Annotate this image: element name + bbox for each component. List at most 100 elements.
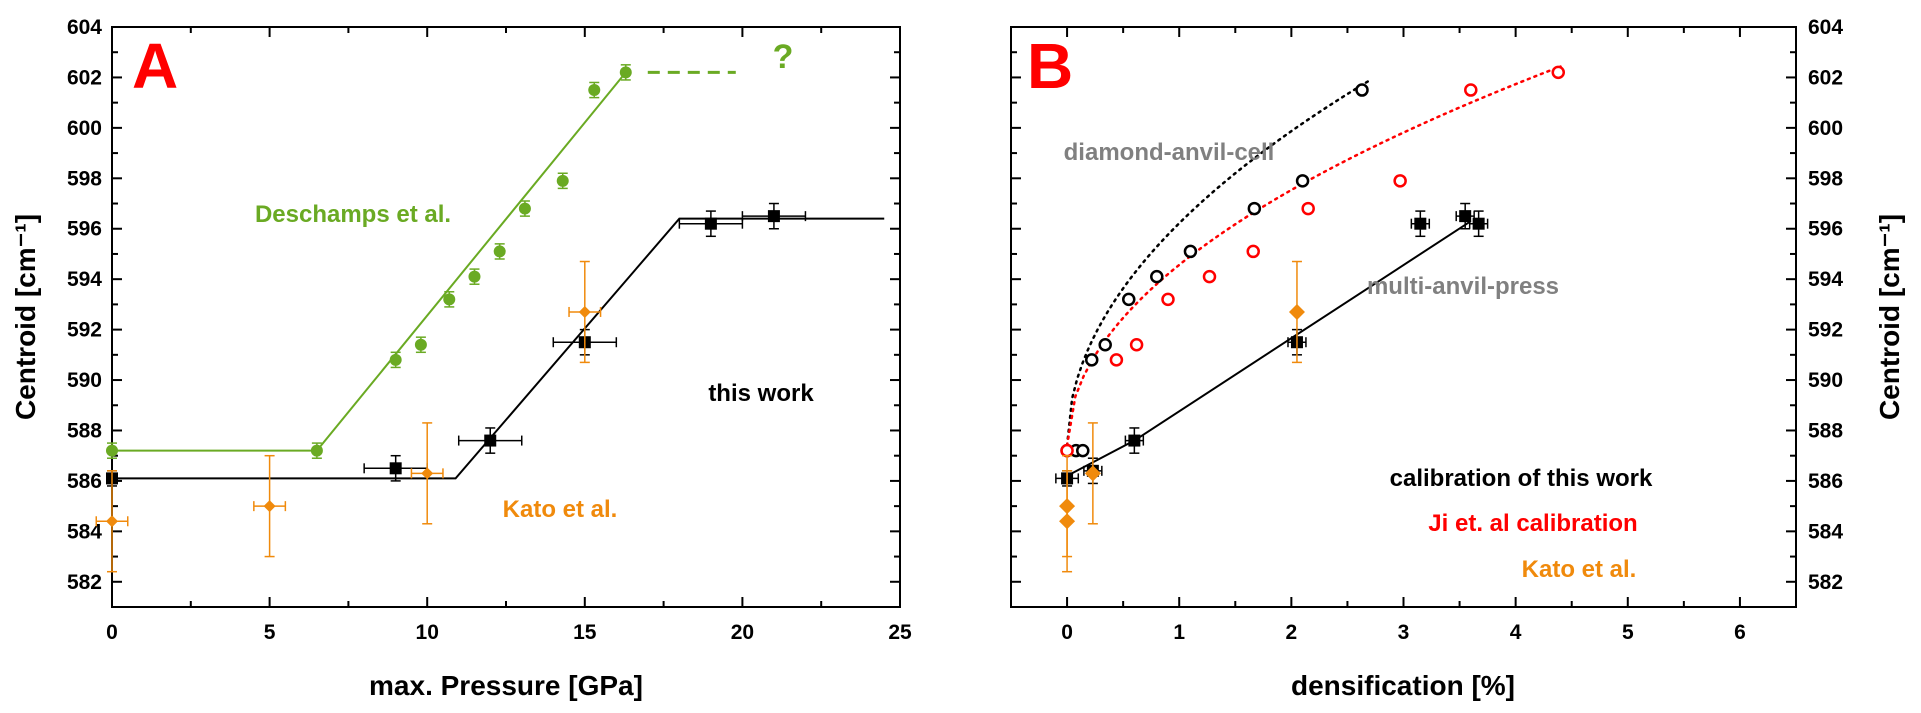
y-tick-label: 598 <box>67 167 102 190</box>
data-point <box>1551 65 1566 80</box>
panel-a-fit-lines <box>112 70 885 480</box>
panel-b-ticks: 0 1 2 3 4 5 6 582 584 586 588 590 592 594 596 598 600 602… <box>1010 16 1843 644</box>
panel-b-xlabel: densification [%] <box>1291 670 1515 701</box>
data-point <box>678 210 744 238</box>
annotation-this-work: this work <box>708 380 814 407</box>
data-point <box>1150 269 1164 284</box>
marker-open-circle <box>1098 337 1112 352</box>
data-point <box>1295 174 1310 188</box>
marker-circle <box>493 245 506 258</box>
panel-a-ylabel: Centroid [cm⁻¹] <box>10 214 41 420</box>
data-point <box>1246 244 1260 259</box>
data-point <box>568 260 602 364</box>
fit-line-1 <box>112 217 885 480</box>
marker-open-circle <box>1084 353 1099 367</box>
panel-b-fit-lines <box>1065 65 1562 477</box>
data-point <box>1202 269 1217 284</box>
x-tick-label: 25 <box>888 621 912 644</box>
marker-open-circle <box>1150 269 1164 284</box>
panel-a-label: A <box>132 30 178 102</box>
panel-a-points <box>95 64 807 573</box>
marker-open-circle <box>1076 443 1090 458</box>
y-tick-label: 592 <box>1808 319 1843 342</box>
y-tick-label: 596 <box>1808 218 1843 241</box>
data-point <box>1076 443 1090 458</box>
annotation-diamond-anvil-cell: diamond-anvil-cell <box>1064 139 1275 166</box>
data-point <box>1109 353 1124 367</box>
marker-open-circle <box>1301 201 1315 216</box>
data-point <box>518 200 531 217</box>
data-point <box>310 442 323 459</box>
marker-circle <box>619 66 632 79</box>
marker-open-circle <box>1060 443 1074 458</box>
marker-circle <box>414 338 427 351</box>
marker-circle <box>588 84 601 97</box>
data-point <box>1129 337 1144 352</box>
marker-square <box>1414 217 1427 230</box>
marker-diamond <box>263 500 276 513</box>
data-point <box>1393 174 1407 188</box>
marker-open-circle <box>1551 65 1566 80</box>
y-tick-label: 602 <box>1808 66 1843 89</box>
panel-b-ylabel: Centroid [cm⁻¹] <box>1874 214 1905 420</box>
panel-b: 0 1 2 3 4 5 6 582 584 586 588 590 592 594 596 598 600 602… <box>1010 16 1905 701</box>
x-tick-label: 3 <box>1398 621 1410 644</box>
y-tick-label: 594 <box>1808 268 1843 291</box>
y-tick-label: 588 <box>67 419 102 442</box>
marker-diamond <box>578 305 591 318</box>
y-tick-label: 598 <box>1808 167 1843 190</box>
marker-diamond <box>1084 465 1101 482</box>
data-point <box>410 422 444 525</box>
y-tick-label: 582 <box>67 571 102 594</box>
marker-circle <box>106 444 118 457</box>
x-tick-label: 15 <box>573 621 597 644</box>
legend-calibration-this-work: calibration of this work <box>1390 465 1653 492</box>
y-tick-label: 584 <box>67 520 102 543</box>
data-point <box>1410 210 1431 238</box>
marker-square <box>704 217 717 230</box>
y-tick-label: 582 <box>1808 571 1843 594</box>
marker-open-circle <box>1295 174 1310 188</box>
marker-square <box>1459 210 1472 223</box>
panel-a-ticks: 0 5 10 15 20 25 582 584 586 588 590 592 594 596 598 600… <box>67 16 912 644</box>
data-point <box>1355 83 1369 97</box>
y-tick-label: 600 <box>1808 117 1843 140</box>
y-tick-label: 602 <box>67 66 102 89</box>
data-point <box>1084 422 1101 525</box>
data-point <box>1122 292 1136 307</box>
y-tick-label: 604 <box>67 16 102 39</box>
x-tick-label: 5 <box>264 621 276 644</box>
y-tick-label: 594 <box>67 268 102 291</box>
y-tick-label: 604 <box>1808 16 1843 39</box>
data-point <box>1161 292 1175 307</box>
y-tick-label: 590 <box>1808 369 1843 392</box>
fit-curve-1 <box>1065 65 1562 447</box>
annotation-multi-anvil-press: multi-anvil-press <box>1367 273 1559 300</box>
marker-open-circle <box>1183 244 1198 259</box>
marker-square <box>767 210 780 223</box>
fit-line-0 <box>112 71 627 452</box>
data-point <box>468 268 481 285</box>
marker-diamond <box>1288 303 1305 320</box>
legend-ji-calibration: Ji et. al calibration <box>1428 510 1637 537</box>
data-point <box>556 172 569 190</box>
annotation-kato: Kato et al. <box>503 496 618 523</box>
data-point <box>95 470 129 573</box>
x-tick-label: 0 <box>1061 621 1073 644</box>
data-point <box>1468 210 1489 238</box>
marker-square <box>389 462 402 475</box>
x-tick-label: 6 <box>1734 621 1746 644</box>
data-point <box>1059 454 1076 558</box>
x-tick-label: 4 <box>1510 621 1522 644</box>
data-point <box>619 64 632 81</box>
data-point <box>1183 244 1198 259</box>
data-point <box>457 427 523 454</box>
data-point <box>1124 427 1145 454</box>
y-tick-label: 586 <box>1808 470 1843 493</box>
data-point <box>493 243 506 260</box>
y-tick-label: 584 <box>1808 520 1843 543</box>
data-point <box>1455 202 1475 230</box>
marker-diamond <box>421 467 434 480</box>
marker-open-circle <box>1109 353 1124 367</box>
